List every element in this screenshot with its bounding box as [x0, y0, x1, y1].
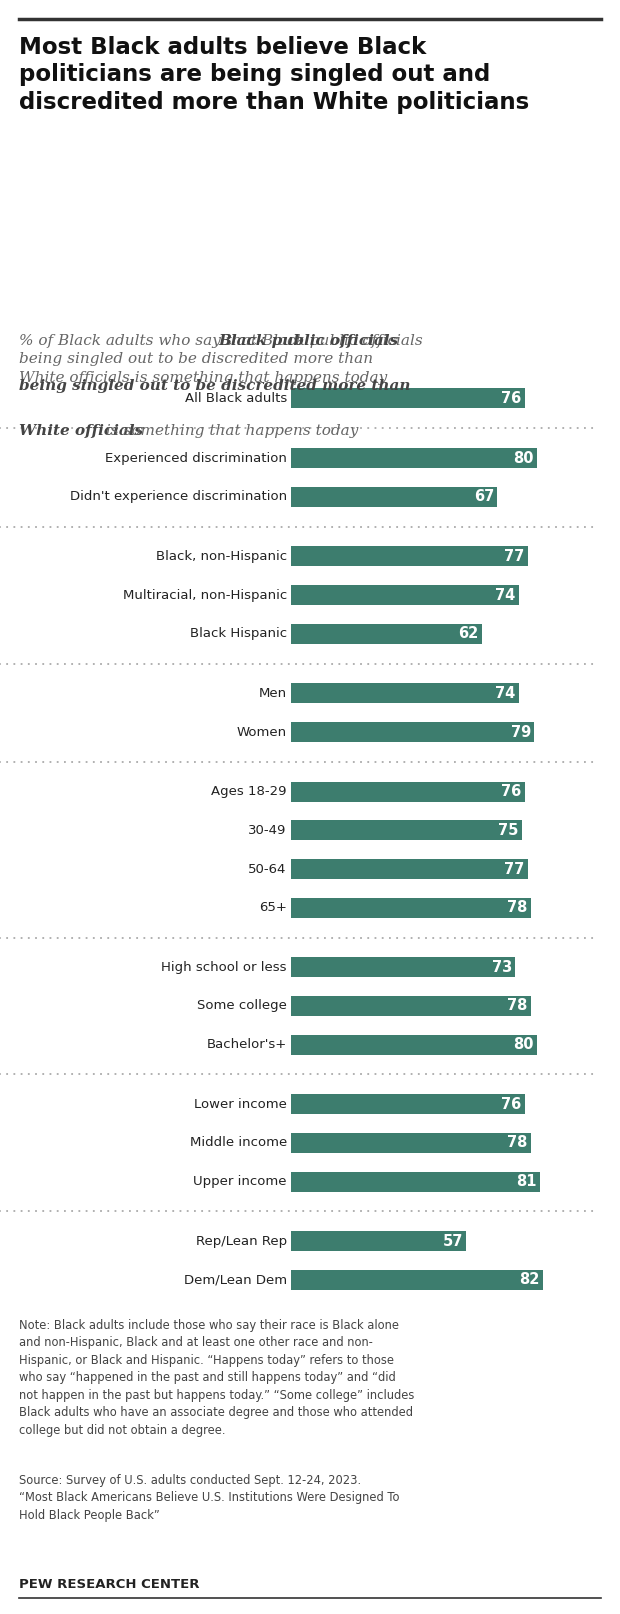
Bar — [291, 584, 518, 605]
Bar — [291, 389, 525, 408]
Text: 75: 75 — [498, 823, 518, 838]
Text: Ages 18-29: Ages 18-29 — [211, 786, 287, 799]
Text: Didn't experience discrimination: Didn't experience discrimination — [69, 491, 287, 504]
Text: High school or less: High school or less — [161, 960, 287, 973]
Text: % of Black adults who say that: % of Black adults who say that — [19, 334, 262, 349]
Text: 76: 76 — [502, 784, 521, 799]
Text: 78: 78 — [507, 901, 528, 915]
Bar — [291, 721, 534, 742]
Text: All Black adults: All Black adults — [185, 392, 287, 405]
Bar — [291, 547, 528, 567]
Text: 77: 77 — [505, 549, 525, 563]
Text: 30-49: 30-49 — [249, 823, 287, 838]
Text: % of Black adults who say that Black public officials
being singled out to be di: % of Black adults who say that Black pub… — [19, 334, 422, 384]
Text: 79: 79 — [510, 725, 531, 739]
Text: 73: 73 — [492, 960, 512, 975]
Bar — [291, 1094, 525, 1114]
Text: Note: Black adults include those who say their race is Black alone
and non-Hispa: Note: Black adults include those who say… — [19, 1319, 414, 1436]
Text: Women: Women — [237, 726, 287, 739]
Text: 74: 74 — [495, 686, 515, 700]
Text: White officials: White officials — [19, 424, 143, 439]
Text: Experienced discrimination: Experienced discrimination — [105, 452, 287, 465]
Text: Black, non-Hispanic: Black, non-Hispanic — [156, 550, 287, 563]
Bar — [291, 1231, 466, 1251]
Bar — [291, 486, 497, 507]
Text: Most Black adults believe Black
politicians are being singled out and
discredite: Most Black adults believe Black politici… — [19, 36, 529, 113]
Bar — [291, 859, 528, 880]
Bar — [291, 957, 515, 978]
Text: Lower income: Lower income — [194, 1098, 287, 1110]
Text: 81: 81 — [516, 1173, 537, 1190]
Text: Some college: Some college — [197, 999, 287, 1012]
Text: Multiracial, non-Hispanic: Multiracial, non-Hispanic — [123, 589, 287, 602]
Text: Upper income: Upper income — [193, 1175, 287, 1188]
Text: Black public officials: Black public officials — [218, 334, 399, 349]
Text: is something that happens today: is something that happens today — [101, 424, 358, 439]
Text: Bachelor's+: Bachelor's+ — [206, 1038, 287, 1051]
Text: 78: 78 — [507, 999, 528, 1014]
Bar — [291, 683, 518, 704]
Text: 50-64: 50-64 — [249, 862, 287, 875]
Text: being singled out to be discredited more than: being singled out to be discredited more… — [19, 379, 410, 394]
Text: Middle income: Middle income — [190, 1136, 287, 1149]
Bar — [291, 996, 531, 1017]
Bar — [291, 1035, 537, 1054]
Text: 80: 80 — [513, 450, 534, 465]
Text: 78: 78 — [507, 1136, 528, 1151]
Text: 77: 77 — [505, 862, 525, 876]
Text: 80: 80 — [513, 1038, 534, 1052]
Text: 76: 76 — [502, 1098, 521, 1112]
Bar — [291, 1133, 531, 1152]
Bar — [291, 897, 531, 918]
Text: 67: 67 — [474, 489, 494, 504]
Bar — [291, 1172, 540, 1191]
Text: Men: Men — [259, 688, 287, 700]
Bar — [291, 623, 482, 644]
Text: Rep/Lean Rep: Rep/Lean Rep — [196, 1235, 287, 1248]
Text: Dem/Lean Dem: Dem/Lean Dem — [184, 1273, 287, 1286]
Text: Black Hispanic: Black Hispanic — [190, 628, 287, 641]
Text: 76: 76 — [502, 391, 521, 405]
Text: 74: 74 — [495, 587, 515, 602]
Bar — [291, 449, 537, 468]
Bar — [291, 820, 521, 841]
Text: 82: 82 — [520, 1272, 540, 1288]
Bar — [291, 1270, 543, 1290]
Text: 65+: 65+ — [259, 901, 287, 914]
Text: PEW RESEARCH CENTER: PEW RESEARCH CENTER — [19, 1578, 199, 1591]
Bar — [291, 781, 525, 802]
Text: 57: 57 — [443, 1233, 463, 1249]
Text: Source: Survey of U.S. adults conducted Sept. 12-24, 2023.
“Most Black Americans: Source: Survey of U.S. adults conducted … — [19, 1474, 399, 1522]
Text: 62: 62 — [458, 626, 479, 641]
